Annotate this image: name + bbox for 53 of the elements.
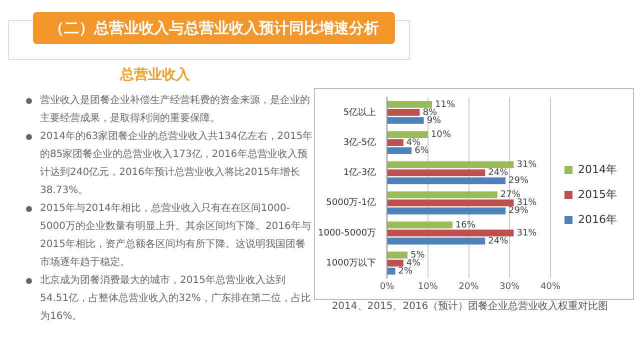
bar	[388, 169, 486, 176]
x-tick-label: 30%	[500, 282, 520, 292]
bar	[388, 109, 420, 116]
bar	[388, 222, 452, 228]
text: 2014年的63家团餐企业的总营业收入共134亿左右，2015年的85家团餐企业的总营业收入173亿，2016年总营业收入预计达到240亿元，2016年预计总营业收入将比2015年增长38.73%。	[24, 128, 314, 200]
data-label: 6%	[414, 146, 430, 156]
data-label: 29%	[508, 176, 530, 186]
x-tick-label: 10%	[418, 282, 438, 292]
bar	[388, 199, 514, 206]
bar	[388, 117, 424, 124]
bar	[388, 161, 514, 168]
bar	[388, 260, 404, 267]
bar	[388, 139, 404, 146]
text: 总营业收入	[118, 66, 191, 84]
data-label: 31%	[516, 160, 538, 170]
data-label: 31%	[516, 228, 538, 238]
data-label: 11%	[435, 100, 456, 110]
y-tick-label: 1亿-3亿	[343, 167, 376, 178]
text: 北京成为团餐消费最大的城市，2015年总营业收入达到54.51亿，占整体总营业收入的32%，广东排在第二位，占比为16%。	[24, 272, 314, 326]
data-label: 24%	[488, 236, 509, 246]
bar	[388, 131, 428, 138]
y-tick-label: 3亿-5亿	[343, 136, 376, 148]
data-label: 9%	[426, 116, 442, 126]
y-tick-label: 5000万-1亿	[326, 197, 376, 208]
data-label: 16%	[455, 220, 476, 230]
x-tick-label: 40%	[540, 282, 561, 292]
bar	[388, 268, 396, 275]
data-label: 24%	[488, 168, 509, 178]
bar	[388, 147, 412, 154]
bar	[388, 252, 408, 259]
x-tick-label: 20%	[458, 282, 480, 292]
y-tick-label: 1000-5000万	[318, 228, 376, 238]
legend-label: 2016年	[578, 212, 618, 226]
data-label: 8%	[422, 108, 438, 118]
text: （二）总营业收入与总营业收入预计同比增速分析	[33, 12, 395, 44]
data-label: 10%	[430, 130, 452, 140]
x-axis-title: 2014、2015、2016（预计）团餐企业总营业收入权重对比图	[332, 301, 608, 312]
bar	[388, 230, 514, 236]
legend-label: 2014年	[578, 162, 618, 176]
bar	[388, 191, 498, 198]
data-label: 29%	[508, 206, 530, 216]
legend-label: 2015年	[578, 188, 618, 201]
bar	[388, 238, 486, 244]
data-label: 2%	[398, 266, 413, 277]
data-label: 5%	[410, 250, 426, 260]
y-tick-label: 5亿以上	[343, 106, 376, 118]
text: 营业收入是团餐企业补偿生产经营耗费的资金来源，是企业的主要经营成果，是取得利润的重要保障。	[24, 92, 314, 128]
x-tick-label: 0%	[380, 282, 395, 292]
bar	[388, 101, 432, 108]
y-tick-label: 1000万以下	[326, 257, 376, 268]
bar	[388, 177, 506, 184]
bar	[388, 207, 506, 214]
text: 2015年与2014年相比，总营业收入只有在在区间1000-5000万的企业数量有明显上升。其余区间均下降。2016年与2015年相比，资产总额各区间均有所下降。这说明我国团餐市场逐年趋于稳定。	[24, 200, 314, 272]
